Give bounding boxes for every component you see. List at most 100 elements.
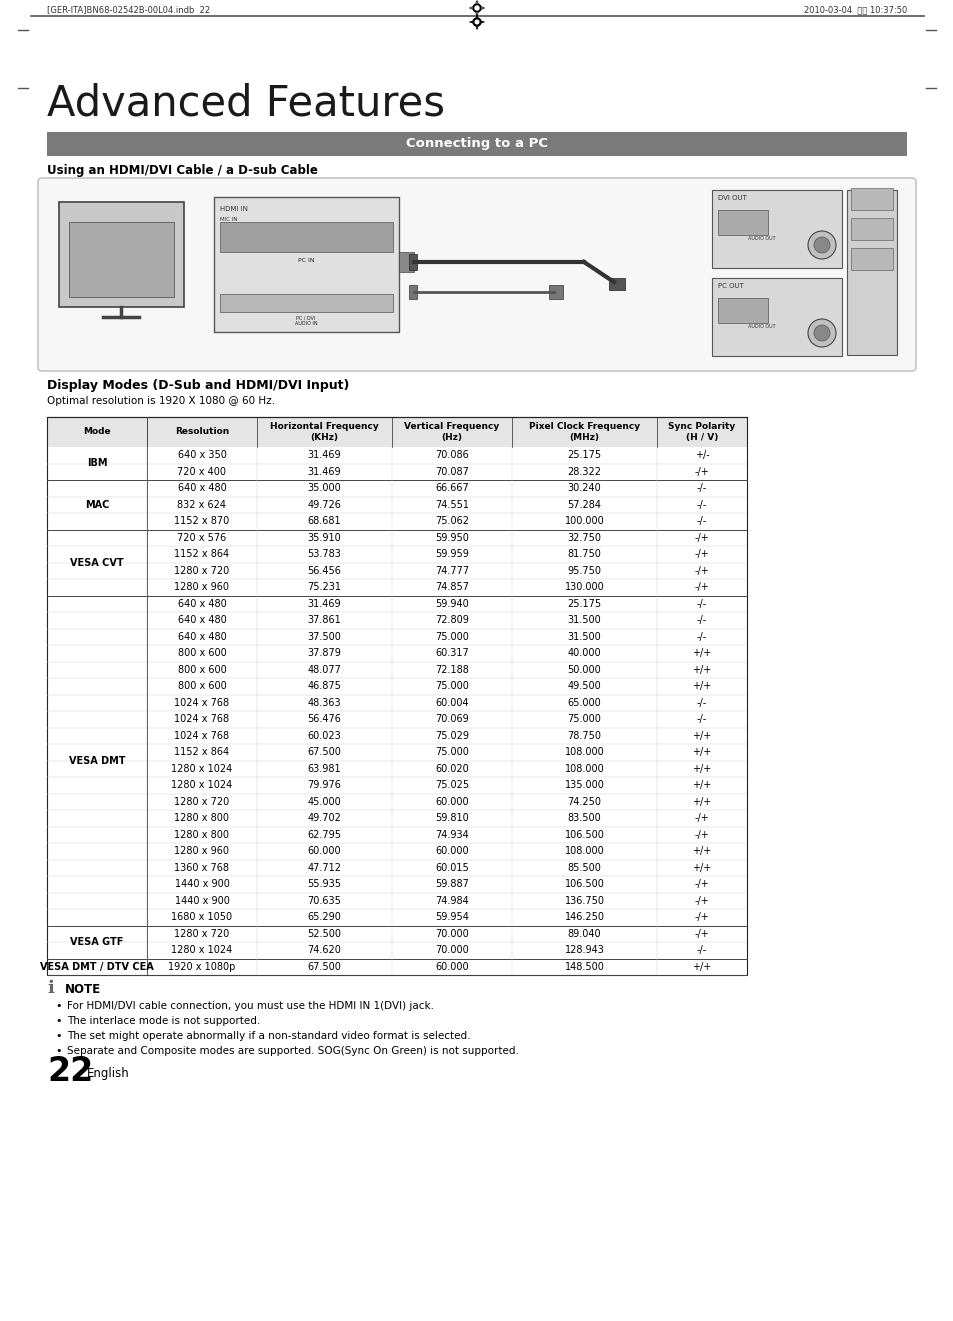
Text: 48.363: 48.363 <box>308 697 341 708</box>
Bar <box>711 277 841 355</box>
Text: 65.000: 65.000 <box>567 697 600 708</box>
Text: 136.750: 136.750 <box>564 896 604 906</box>
Text: -/+: -/+ <box>694 583 709 592</box>
Text: 1680 x 1050: 1680 x 1050 <box>172 913 233 922</box>
Text: PC IN: PC IN <box>297 258 314 263</box>
Text: For HDMI/DVI cable connection, you must use the HDMI IN 1(DVI) jack.: For HDMI/DVI cable connection, you must … <box>67 1001 434 1011</box>
Text: 1280 x 1024: 1280 x 1024 <box>172 764 233 774</box>
Text: 57.284: 57.284 <box>567 499 601 510</box>
Circle shape <box>807 231 835 259</box>
Text: 67.500: 67.500 <box>307 962 341 972</box>
Text: 65.290: 65.290 <box>307 913 341 922</box>
Text: 53.783: 53.783 <box>307 550 341 559</box>
Text: MIC IN: MIC IN <box>220 217 237 222</box>
Text: +/+: +/+ <box>692 664 711 675</box>
Text: 48.077: 48.077 <box>307 664 341 675</box>
Text: +/+: +/+ <box>692 863 711 873</box>
Text: 59.887: 59.887 <box>435 880 469 889</box>
Text: 74.984: 74.984 <box>435 896 468 906</box>
Text: 85.500: 85.500 <box>567 863 600 873</box>
Text: 75.231: 75.231 <box>307 583 341 592</box>
Text: -/+: -/+ <box>694 550 709 559</box>
Text: 640 x 480: 640 x 480 <box>177 616 226 625</box>
Text: 75.000: 75.000 <box>435 748 469 757</box>
Text: 1152 x 864: 1152 x 864 <box>174 748 230 757</box>
Text: VESA GTF: VESA GTF <box>71 937 124 947</box>
Bar <box>47 612 746 629</box>
Bar <box>47 662 746 678</box>
Text: •: • <box>55 1046 61 1055</box>
Bar <box>47 497 746 513</box>
Text: -/+: -/+ <box>694 814 709 823</box>
Bar <box>47 417 746 446</box>
Text: +/+: +/+ <box>692 649 711 658</box>
Text: 59.950: 59.950 <box>435 532 469 543</box>
Text: -/+: -/+ <box>694 466 709 477</box>
Text: 49.702: 49.702 <box>307 814 341 823</box>
Text: 62.795: 62.795 <box>307 830 341 840</box>
Text: 75.000: 75.000 <box>435 682 469 691</box>
Text: 32.750: 32.750 <box>567 532 601 543</box>
Text: Mode: Mode <box>83 428 111 436</box>
Text: 720 x 576: 720 x 576 <box>177 532 227 543</box>
Text: HDMI IN: HDMI IN <box>220 206 248 211</box>
Text: •: • <box>55 1016 61 1026</box>
Text: 720 x 400: 720 x 400 <box>177 466 226 477</box>
Text: 74.250: 74.250 <box>567 797 601 807</box>
Text: 1280 x 1024: 1280 x 1024 <box>172 946 233 955</box>
Text: 37.500: 37.500 <box>307 631 341 642</box>
Text: 70.000: 70.000 <box>435 946 468 955</box>
Text: 63.981: 63.981 <box>308 764 341 774</box>
Text: Sync Polarity
(H / V): Sync Polarity (H / V) <box>668 423 735 441</box>
Text: 50.000: 50.000 <box>567 664 600 675</box>
Text: 60.000: 60.000 <box>435 962 468 972</box>
Text: 74.857: 74.857 <box>435 583 469 592</box>
Text: Optimal resolution is 1920 X 1080 @ 60 Hz.: Optimal resolution is 1920 X 1080 @ 60 H… <box>47 396 274 406</box>
Text: 70.069: 70.069 <box>435 715 468 724</box>
Text: 800 x 600: 800 x 600 <box>177 664 226 675</box>
Bar <box>220 295 393 312</box>
Text: -/-: -/- <box>696 697 706 708</box>
Text: 52.500: 52.500 <box>307 929 341 939</box>
Text: 55.935: 55.935 <box>307 880 341 889</box>
Text: 1440 x 900: 1440 x 900 <box>174 880 230 889</box>
Bar <box>47 645 746 662</box>
Bar <box>718 210 767 235</box>
Text: 74.620: 74.620 <box>307 946 341 955</box>
Text: VESA DMT / DTV CEA: VESA DMT / DTV CEA <box>40 962 153 972</box>
Text: English: English <box>87 1067 130 1081</box>
Bar <box>409 254 416 269</box>
Text: 49.726: 49.726 <box>307 499 341 510</box>
Text: 49.500: 49.500 <box>567 682 600 691</box>
Bar <box>47 579 746 596</box>
Text: 1280 x 960: 1280 x 960 <box>174 583 230 592</box>
Text: 45.000: 45.000 <box>307 797 341 807</box>
Circle shape <box>473 4 480 12</box>
Text: 108.000: 108.000 <box>564 748 604 757</box>
Text: 31.469: 31.469 <box>308 598 341 609</box>
Text: 75.000: 75.000 <box>567 715 600 724</box>
Text: •: • <box>55 1030 61 1041</box>
Text: IBM: IBM <box>87 458 107 469</box>
Text: -/+: -/+ <box>694 880 709 889</box>
Text: 31.500: 31.500 <box>567 631 600 642</box>
Text: 81.750: 81.750 <box>567 550 600 559</box>
Text: Vertical Frequency
(Hz): Vertical Frequency (Hz) <box>404 423 499 441</box>
Text: 1152 x 870: 1152 x 870 <box>174 517 230 526</box>
Text: MAC: MAC <box>85 499 109 510</box>
Text: 35.000: 35.000 <box>307 483 341 493</box>
Bar <box>47 761 746 777</box>
Text: DVI OUT: DVI OUT <box>718 196 746 201</box>
Text: 1280 x 1024: 1280 x 1024 <box>172 781 233 790</box>
Text: Display Modes (D-Sub and HDMI/DVI Input): Display Modes (D-Sub and HDMI/DVI Input) <box>47 379 349 392</box>
Text: VESA DMT: VESA DMT <box>69 756 125 765</box>
Text: AUDIO OUT: AUDIO OUT <box>747 324 775 329</box>
Text: 70.635: 70.635 <box>307 896 341 906</box>
Text: 146.250: 146.250 <box>564 913 604 922</box>
Text: -/-: -/- <box>696 483 706 493</box>
Text: 47.712: 47.712 <box>307 863 341 873</box>
Text: +/+: +/+ <box>692 764 711 774</box>
Bar <box>47 744 746 761</box>
Text: -/+: -/+ <box>694 830 709 840</box>
Bar <box>47 942 746 959</box>
